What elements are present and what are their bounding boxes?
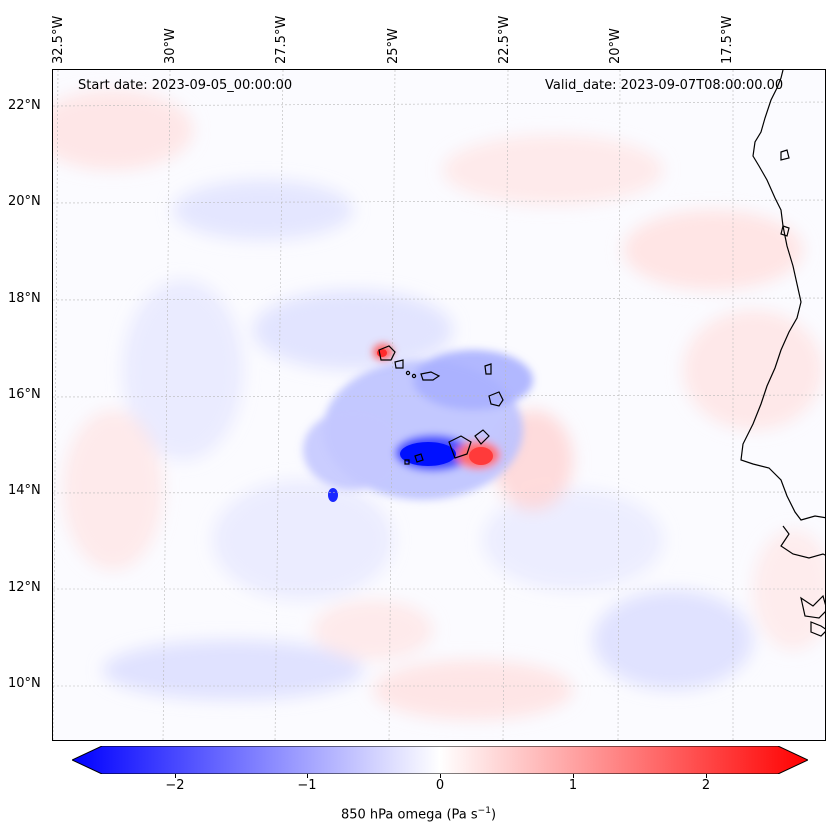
- lon-label-32-5w: 32.5°W: [51, 15, 66, 64]
- lon-label-27-5w: 27.5°W: [274, 15, 289, 64]
- lat-label-10n: 10°N: [8, 676, 41, 691]
- lat-label-14n: 14°N: [8, 483, 41, 498]
- map-panel[interactable]: [52, 69, 826, 741]
- colorbar-tick-neg1: −1: [297, 778, 317, 793]
- colorbar-tick-1: 1: [568, 778, 578, 793]
- colorbar-tick-0: 0: [435, 778, 445, 793]
- lat-label-12n: 12°N: [8, 580, 41, 595]
- graticule: [53, 70, 825, 740]
- colorbar-label: 850 hPa omega (Pa s−1): [340, 806, 497, 823]
- lat-label-18n: 18°N: [8, 291, 41, 306]
- lat-label-20n: 20°N: [8, 194, 41, 209]
- cb-tickline-3: [440, 774, 441, 778]
- omega-field-extremes: [328, 349, 493, 502]
- cb-tickline-1: [175, 774, 176, 778]
- omega-field-core: [303, 344, 533, 500]
- cape-verde-islands: [378, 345, 504, 465]
- cb-tickline-4: [573, 774, 574, 778]
- omega-field-background: [53, 90, 825, 720]
- start-date-label: Start date: 2023-09-05_00:00:00: [78, 78, 293, 93]
- lon-label-17-5w: 17.5°W: [720, 15, 735, 64]
- cb-tickline-2: [307, 774, 308, 778]
- coastline: [740, 70, 825, 637]
- colorbar: [72, 746, 808, 774]
- colorbar-tick-neg2: −2: [165, 778, 185, 793]
- lon-label-22-5w: 22.5°W: [497, 15, 512, 64]
- cb-tickline-5: [706, 774, 707, 778]
- omega-field-map: [53, 70, 825, 740]
- lat-label-16n: 16°N: [8, 387, 41, 402]
- lon-label-30w: 30°W: [163, 28, 178, 64]
- lat-label-22n: 22°N: [8, 98, 41, 113]
- valid-date-label: Valid_date: 2023-09-07T08:00:00.00: [545, 78, 784, 93]
- lon-label-20w: 20°W: [608, 28, 623, 64]
- lon-label-25w: 25°W: [386, 28, 401, 64]
- colorbar-tick-2: 2: [701, 778, 711, 793]
